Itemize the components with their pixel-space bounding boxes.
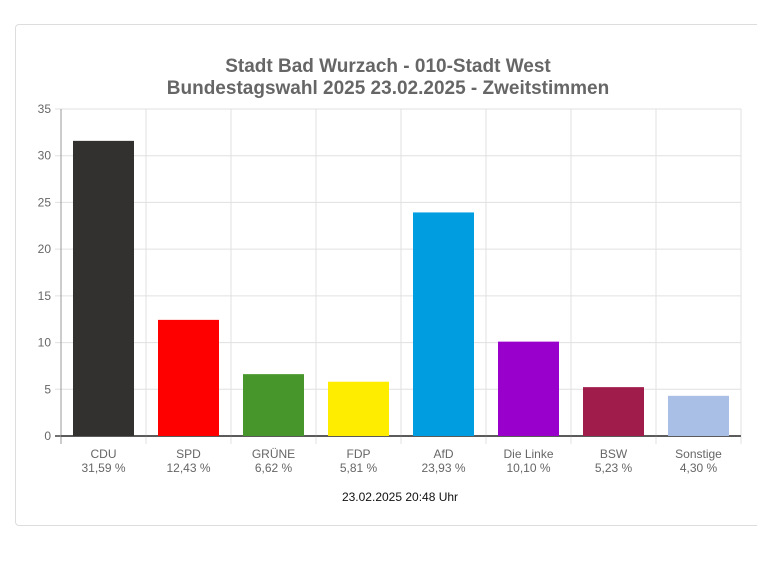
y-tick-label: 20	[38, 242, 52, 256]
chart-title-line: Stadt Bad Wurzach - 010-Stadt West	[225, 56, 551, 77]
x-value-label: 6,62 %	[255, 461, 293, 475]
x-category-label: AfD	[433, 447, 453, 461]
x-value-label: 10,10 %	[506, 461, 550, 475]
y-tick-label: 0	[44, 429, 51, 443]
y-tick-label: 35	[38, 102, 52, 116]
y-tick-label: 15	[38, 289, 52, 303]
chart-card	[15, 24, 757, 526]
x-value-label: 5,23 %	[595, 461, 633, 475]
x-category-label: SPD	[176, 447, 201, 461]
y-tick-label: 30	[38, 149, 52, 163]
x-value-label: 4,30 %	[680, 461, 718, 475]
y-tick-label: 5	[44, 382, 51, 396]
bar-sonstige	[668, 395, 729, 436]
x-category-label: GRÜNE	[252, 447, 295, 461]
x-category-label: BSW	[600, 447, 628, 461]
bar-grüne	[243, 374, 304, 436]
x-category-label: FDP	[347, 447, 371, 461]
bar-cdu	[73, 140, 134, 437]
x-category-label: Sonstige	[675, 447, 722, 461]
x-value-label: 12,43 %	[166, 461, 210, 475]
bar-afd	[413, 212, 474, 436]
chart-footer-timestamp: 23.02.2025 20:48 Uhr	[342, 490, 458, 504]
bar-spd	[158, 319, 219, 436]
x-category-label: CDU	[91, 447, 117, 461]
x-value-label: 31,59 %	[81, 461, 125, 475]
bar-fdp	[328, 381, 389, 436]
bar-bsw	[583, 387, 644, 436]
bar-die-linke	[498, 341, 559, 436]
x-category-label: Die Linke	[503, 447, 553, 461]
x-value-label: 5,81 %	[340, 461, 378, 475]
y-tick-label: 10	[38, 336, 52, 350]
x-value-label: 23,93 %	[421, 461, 465, 475]
chart-title-line: Bundestagswahl 2025 23.02.2025 - Zweitst…	[167, 78, 609, 99]
y-tick-label: 25	[38, 195, 52, 209]
